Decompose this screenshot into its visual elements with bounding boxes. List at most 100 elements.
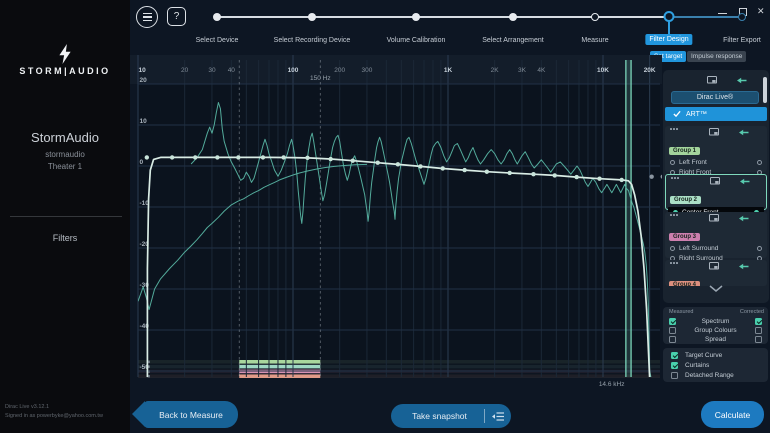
checkbox-spread-measured[interactable]	[669, 336, 676, 343]
checkbox-spread-corrected[interactable]	[755, 336, 762, 343]
option-label: Curtains	[685, 362, 710, 369]
art-label: ART™	[686, 110, 707, 118]
group-name-badge[interactable]: Group 4	[669, 281, 701, 286]
step-filter-design[interactable]: Filter Design	[645, 34, 693, 45]
help-button[interactable]: ?	[167, 7, 186, 26]
option-label: Spectrum	[701, 318, 730, 325]
group-card-2-selected[interactable]: Group 2 Center Front	[665, 174, 767, 218]
svg-text:200: 200	[334, 67, 345, 74]
channel-label: Right Surround	[679, 254, 723, 262]
scroll-down-button[interactable]	[663, 285, 769, 292]
plug-icon[interactable]	[739, 263, 749, 270]
group-header	[666, 175, 766, 188]
panel-header	[663, 74, 769, 103]
monitor-icon[interactable]	[710, 177, 720, 186]
svg-text:2K: 2K	[491, 67, 500, 74]
step-select-recording-device[interactable]: Select Recording Device	[273, 37, 351, 44]
step-dot-volume-calibration[interactable]	[412, 13, 420, 21]
plug-icon[interactable]	[737, 77, 747, 84]
checkbox-spectrum-measured[interactable]	[669, 318, 676, 325]
svg-text:100: 100	[288, 67, 299, 74]
calculate-button-label: Calculate	[714, 409, 751, 420]
step-measure[interactable]: Measure	[581, 37, 609, 44]
plug-icon[interactable]	[739, 129, 749, 136]
hamburger-menu-button[interactable]	[136, 6, 158, 28]
checkbox-spectrum-corrected[interactable]	[755, 318, 762, 325]
dirac-live-button[interactable]: Dirac Live®	[671, 91, 759, 104]
checkbox-detached-range[interactable]	[671, 372, 678, 379]
device-title: StormAudio	[31, 130, 99, 145]
group-card-3[interactable]: Group 3 Left Surround Right Surround	[665, 212, 767, 262]
step-dot-filter-design[interactable]	[663, 11, 675, 22]
group-name-badge[interactable]: Group 2	[670, 196, 702, 204]
channel-row-left-surround[interactable]: Left Surround	[665, 243, 767, 253]
group-header	[665, 212, 767, 225]
tab-impulse-response[interactable]: Impulse response	[687, 51, 747, 62]
option-label: Target Curve	[685, 352, 723, 359]
checkbox-group-colours-corrected[interactable]	[755, 327, 762, 334]
panel-scrollbar[interactable]	[763, 77, 767, 103]
checkbox-group-colours-measured[interactable]	[669, 327, 676, 334]
minimize-icon[interactable]	[718, 13, 727, 15]
group-name-badge[interactable]: Group 3	[669, 233, 701, 241]
channel-group-panel: Dirac Live® ART™ Group 1 Left Front Rig	[663, 70, 769, 303]
svg-text:30: 30	[208, 67, 216, 74]
stepper-connector	[668, 17, 670, 36]
checkbox-curtains[interactable]	[671, 362, 678, 369]
step-dot-select-arrangement[interactable]	[509, 13, 517, 21]
more-options-icon[interactable]	[671, 177, 679, 179]
svg-text:150 Hz: 150 Hz	[310, 75, 331, 82]
corrected-column-header: Corrected	[739, 309, 764, 315]
lightning-bolt-icon	[59, 44, 71, 64]
step-filter-export[interactable]: Filter Export	[723, 37, 761, 44]
back-to-measure-button[interactable]: Back to Measure	[132, 401, 238, 428]
snapshot-button-label: Take snapshot	[412, 411, 467, 421]
snapshot-list-icon[interactable]	[491, 411, 505, 422]
plug-icon[interactable]	[740, 178, 750, 185]
monitor-icon[interactable]	[709, 214, 719, 223]
step-select-device[interactable]: Select Device	[195, 37, 239, 44]
channel-radio[interactable]	[757, 159, 762, 165]
monitor-icon[interactable]	[709, 128, 719, 137]
svg-text:20: 20	[181, 67, 189, 74]
step-dot-filter-export[interactable]	[738, 13, 746, 21]
arrow-left-icon	[132, 401, 145, 427]
svg-text:-50: -50	[140, 364, 150, 371]
channel-label: Left Front	[679, 158, 707, 166]
option-label: Detached Range	[685, 372, 734, 379]
take-snapshot-button[interactable]: Take snapshot	[391, 404, 511, 428]
monitor-icon[interactable]	[709, 262, 719, 271]
monitor-icon[interactable]	[707, 76, 717, 85]
group-name-badge[interactable]: Group 1	[669, 147, 701, 155]
svg-text:-30: -30	[140, 282, 150, 289]
group-header	[665, 126, 767, 139]
group-card-4[interactable]: Group 4	[665, 260, 767, 286]
channel-radio[interactable]	[670, 245, 675, 251]
channel-row-left-front[interactable]: Left Front	[665, 157, 767, 167]
more-options-icon[interactable]	[670, 262, 678, 264]
svg-text:3K: 3K	[518, 67, 527, 74]
step-volume-calibration[interactable]: Volume Calibration	[386, 37, 446, 44]
group-header	[665, 260, 767, 273]
measured-column-header: Measured	[669, 309, 694, 315]
more-options-icon[interactable]	[670, 128, 678, 130]
svg-text:-40: -40	[140, 323, 150, 330]
view-options-panel: Measured Corrected Spectrum Group Colour…	[663, 307, 768, 344]
checkbox-target-curve[interactable]	[671, 352, 678, 359]
step-dot-measure[interactable]	[591, 13, 599, 21]
plug-icon[interactable]	[739, 215, 749, 222]
group-card-1[interactable]: Group 1 Left Front Right Front	[665, 126, 767, 176]
art-toggle[interactable]: ART™	[665, 107, 767, 121]
step-select-arrangement[interactable]: Select Arrangement	[482, 37, 544, 44]
channel-radio[interactable]	[757, 245, 762, 251]
tab-set-target[interactable]: Set target	[650, 51, 687, 62]
sidebar-item-filters[interactable]: Filters	[52, 233, 78, 243]
close-icon[interactable]: ✕	[757, 6, 765, 16]
calculate-button[interactable]: Calculate	[701, 401, 764, 428]
channel-radio[interactable]	[670, 159, 675, 165]
step-dot-select-device[interactable]	[213, 13, 221, 21]
option-label: Spread	[705, 336, 726, 343]
step-dot-select-recording-device[interactable]	[308, 13, 316, 21]
more-options-icon[interactable]	[670, 214, 678, 216]
